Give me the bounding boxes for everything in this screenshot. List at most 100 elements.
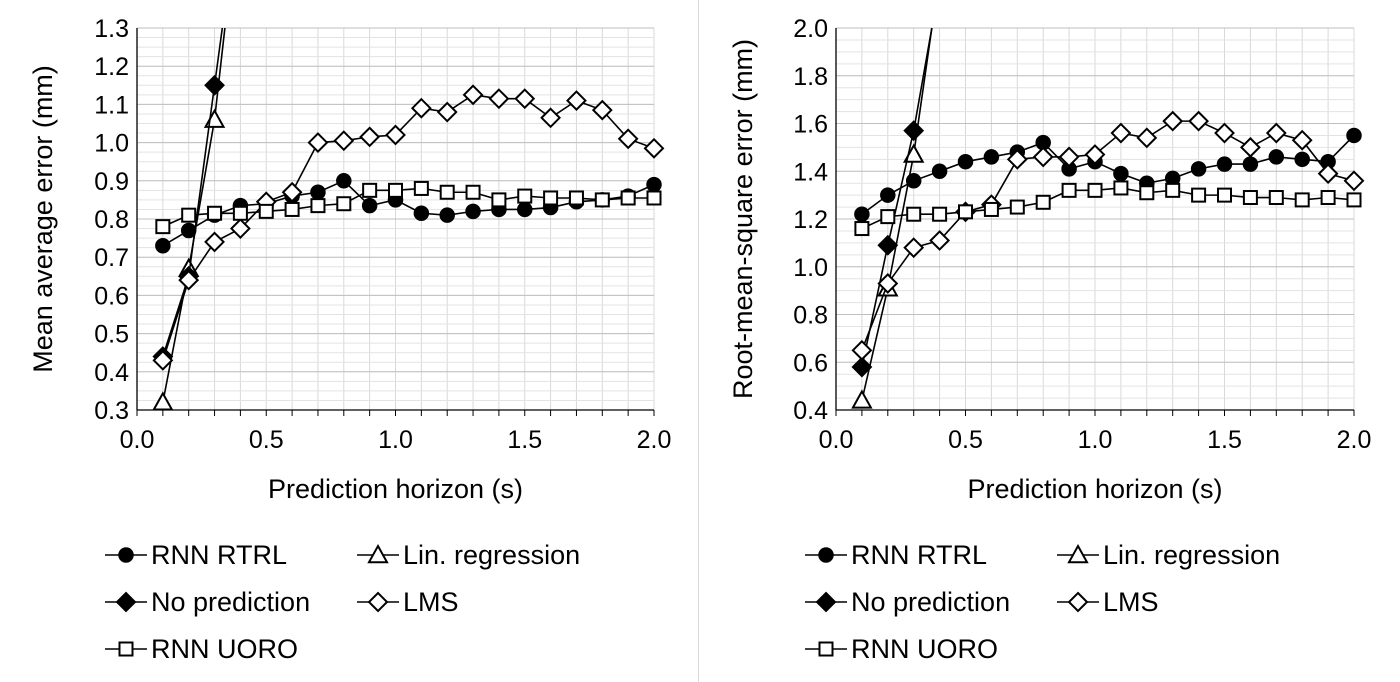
data-point	[1061, 182, 1077, 198]
left-chart: 0.3 0.4 0.5 0.6 0.7 0.8 0.9 1.0 1.1 1.2 1.3 0.0 0.5 1…	[28, 15, 671, 664]
data-point	[229, 218, 251, 239]
data-point	[1110, 122, 1132, 144]
data-point	[1191, 187, 1207, 203]
data-point	[880, 209, 896, 225]
data-point	[1139, 185, 1155, 201]
data-point	[207, 205, 223, 221]
legend-label: RNN RTRL	[851, 540, 987, 570]
legend-marker	[115, 591, 137, 613]
y-tick-label: 0.7	[94, 244, 129, 272]
data-point	[1217, 187, 1232, 203]
y-tick-label: 0.5	[94, 321, 129, 349]
data-point	[1190, 161, 1207, 177]
x-axis-title: Prediction horizon (s)	[268, 474, 523, 504]
y-tick-label: 0.3	[94, 397, 129, 425]
data-point	[1239, 136, 1261, 158]
y-tick-label: 0.8	[793, 302, 828, 330]
data-point	[1343, 170, 1365, 192]
data-point	[854, 206, 870, 222]
y-tick-label: 0.6	[793, 349, 828, 377]
data-point	[155, 237, 171, 254]
y-tick-label: 1.1	[94, 91, 129, 119]
data-point	[517, 201, 533, 218]
left-legend: RNN RTRL Lin. regression No prediction LMS R…	[105, 540, 580, 664]
y-tick-label: 1.4	[793, 158, 828, 186]
legend-item-no-prediction: No prediction	[805, 587, 1010, 617]
x-tick-label: 1.5	[1207, 426, 1242, 454]
data-point	[646, 190, 662, 206]
data-point	[617, 128, 639, 150]
legend-label: Lin. regression	[403, 540, 580, 570]
data-point	[362, 182, 378, 198]
markers-rnn-uoro	[854, 180, 1362, 237]
data-point	[591, 99, 613, 121]
data-point	[178, 269, 200, 291]
legend-item-rnn-rtrl: RNN RTRL	[105, 540, 287, 570]
data-point	[152, 391, 174, 411]
data-point	[1242, 156, 1259, 172]
data-point	[854, 221, 870, 237]
data-point	[410, 97, 432, 119]
legend-item-no-prediction: No prediction	[105, 587, 310, 617]
legend-marker	[815, 591, 837, 613]
data-point	[1087, 182, 1103, 198]
data-point	[1294, 192, 1310, 208]
data-point	[1317, 163, 1339, 185]
data-point	[284, 201, 300, 217]
data-point	[903, 237, 925, 259]
legend-item-rnn-rtrl: RNN RTRL	[805, 540, 987, 570]
data-point	[1009, 199, 1025, 215]
data-point	[336, 173, 352, 189]
legend-item-lin-regression: Lin. regression	[1057, 540, 1280, 570]
data-point	[1006, 148, 1028, 170]
data-point	[413, 180, 429, 196]
data-point	[258, 203, 274, 219]
data-point	[1113, 165, 1129, 182]
y-tick-label: 1.8	[793, 63, 828, 91]
y-tick-label: 1.6	[793, 111, 828, 139]
data-point	[439, 184, 455, 200]
y-tick-label: 2.0	[793, 15, 828, 43]
x-tick-label: 1.5	[507, 426, 542, 454]
data-point	[413, 205, 430, 222]
data-point	[1188, 110, 1210, 132]
legend-item-lms: LMS	[357, 587, 459, 617]
series-no-prediction	[162, 28, 224, 357]
data-point	[1346, 192, 1362, 208]
series-line	[162, 28, 224, 357]
data-point	[646, 176, 662, 193]
legend-marker	[1067, 591, 1089, 613]
data-point	[1265, 122, 1287, 144]
legend-marker	[818, 547, 834, 563]
data-point	[851, 356, 873, 378]
y-tick-label: 1.0	[793, 254, 828, 282]
data-point	[903, 120, 925, 142]
x-tick-label: 1.0	[378, 426, 413, 454]
data-point	[957, 153, 974, 170]
data-point	[931, 163, 948, 179]
legend-label: No prediction	[151, 587, 310, 617]
data-point	[1113, 180, 1129, 196]
legend-item-rnn-uoro: RNN UORO	[105, 634, 298, 664]
y-tick-label: 0.8	[94, 206, 129, 234]
data-point	[488, 88, 510, 110]
data-point	[1216, 156, 1233, 172]
data-point	[491, 192, 507, 208]
series-line	[162, 28, 226, 403]
data-point	[152, 349, 174, 371]
data-point	[1058, 146, 1080, 168]
x-tick-label: 0.5	[948, 426, 983, 454]
x-tick-label: 1.0	[1078, 426, 1113, 454]
data-point	[983, 201, 999, 217]
markers-no-prediction	[851, 120, 925, 378]
data-point	[310, 198, 326, 214]
data-point	[439, 207, 455, 223]
y-tick-label: 1.0	[94, 130, 129, 158]
x-tick-label: 0.5	[249, 426, 284, 454]
x-axis-title: Prediction horizon (s)	[967, 474, 1222, 504]
y-tick-label: 1.3	[94, 15, 129, 43]
x-tick-label: 2.0	[1337, 426, 1372, 454]
data-point	[359, 126, 381, 148]
x-tick-label: 2.0	[637, 426, 672, 454]
data-point	[1162, 110, 1184, 132]
